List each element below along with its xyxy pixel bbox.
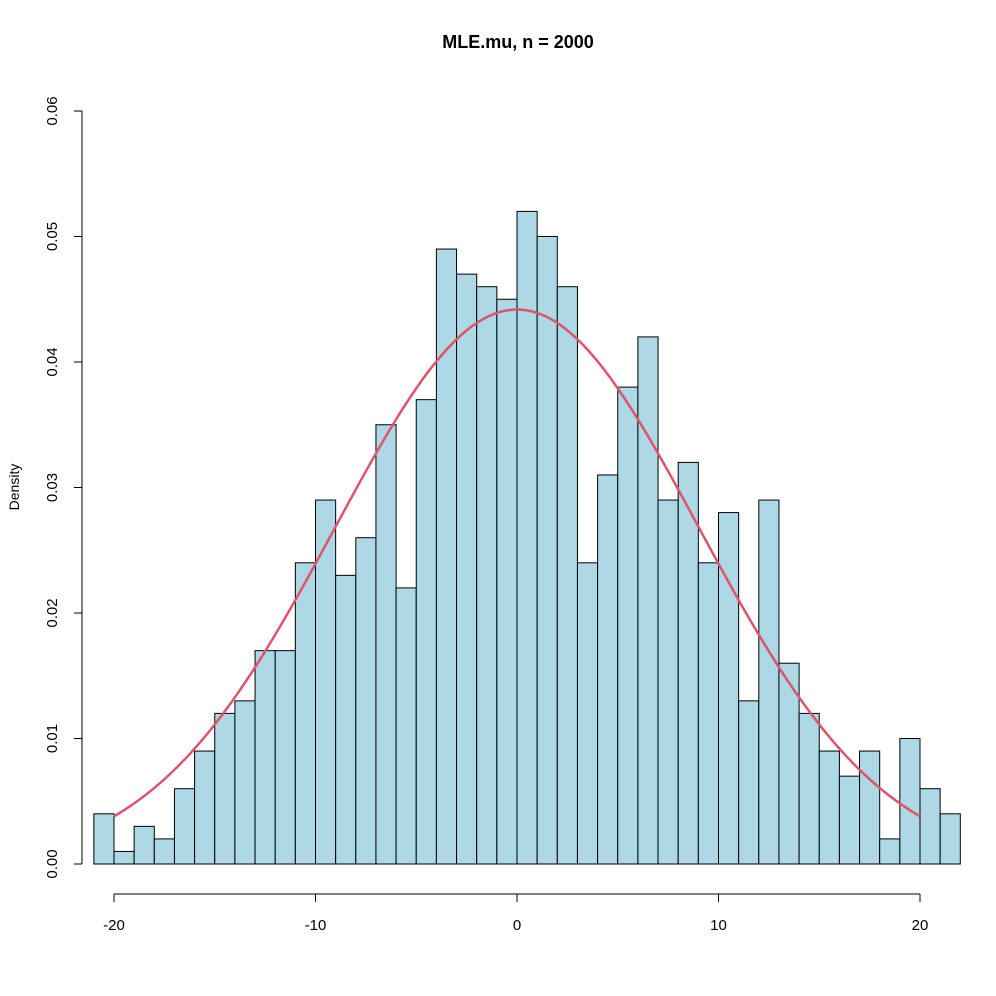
histogram-bar [395, 587, 417, 865]
bars-group [93, 210, 961, 865]
y-tick-label: 0.05 [44, 222, 61, 251]
histogram-bar [939, 813, 961, 865]
histogram-bar [496, 298, 518, 865]
histogram-bar [93, 813, 115, 865]
curve-layer [113, 308, 921, 818]
histogram-bar [879, 838, 901, 865]
histogram-bar [697, 562, 719, 865]
histogram-bar [194, 750, 216, 865]
histogram-bar [798, 712, 820, 865]
histogram-bar [818, 750, 840, 865]
histogram-bar [294, 562, 317, 865]
histogram-bar [113, 850, 135, 865]
y-tick-label: 0.03 [44, 473, 61, 502]
histogram-bar [758, 499, 780, 865]
histogram-bar [637, 336, 659, 865]
histogram-bar [597, 474, 619, 865]
histogram-bar [556, 286, 578, 865]
y-axis: 0.00 0.01 0.02 0.03 0.04 0.05 0.06 [44, 96, 83, 879]
histogram-bar [335, 574, 357, 865]
histogram-bar [234, 700, 256, 865]
histogram-bar [738, 700, 760, 865]
histogram-bar [718, 512, 740, 865]
histogram-bar [214, 712, 236, 865]
histogram-bar [456, 273, 478, 865]
histogram-bar [576, 562, 599, 865]
y-axis-label: Density [6, 464, 22, 511]
x-tick-label: -10 [305, 917, 327, 934]
y-tick-label: 0.01 [44, 724, 61, 753]
histogram-bar [899, 738, 921, 865]
histogram-bar [657, 499, 679, 865]
histogram-bar [153, 838, 175, 865]
histogram-bar [415, 399, 437, 865]
histogram-bar [617, 386, 639, 865]
x-tick-label: 20 [912, 917, 929, 934]
x-tick-label: -20 [103, 917, 125, 934]
histogram-bar [476, 286, 498, 865]
histogram-bar [315, 499, 337, 865]
histogram-bar [859, 750, 881, 865]
histogram-bar [173, 788, 196, 865]
chart-title: MLE.mu, n = 2000 [442, 32, 594, 52]
x-axis: -20 -10 0 10 20 [103, 893, 929, 934]
y-tick-label: 0.04 [44, 347, 61, 376]
y-tick-label: 0.00 [44, 849, 61, 878]
histogram-bar [355, 537, 377, 865]
y-tick-label: 0.02 [44, 598, 61, 627]
histogram-bar [254, 650, 276, 865]
histogram-bar [919, 788, 941, 865]
x-tick-label: 0 [513, 917, 521, 934]
x-tick-label: 10 [710, 917, 727, 934]
histogram-bar [375, 424, 397, 865]
histogram-bar [133, 825, 155, 865]
histogram-bar [536, 236, 558, 865]
histogram-bar [274, 650, 296, 865]
histogram-bar [838, 775, 861, 865]
density-curve [113, 308, 921, 818]
y-tick-label: 0.06 [44, 96, 61, 125]
